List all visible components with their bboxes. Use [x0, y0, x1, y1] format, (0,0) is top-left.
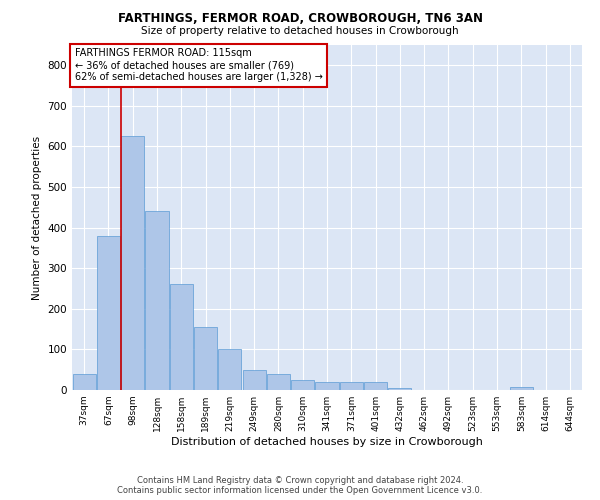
Bar	[267, 374, 290, 390]
Y-axis label: Number of detached properties: Number of detached properties	[32, 136, 42, 300]
Bar	[97, 236, 120, 390]
Bar	[340, 382, 363, 390]
Bar	[218, 350, 241, 390]
Bar	[194, 327, 217, 390]
X-axis label: Distribution of detached houses by size in Crowborough: Distribution of detached houses by size …	[171, 437, 483, 447]
Text: Contains HM Land Registry data © Crown copyright and database right 2024.
Contai: Contains HM Land Registry data © Crown c…	[118, 476, 482, 495]
Bar	[510, 387, 533, 390]
Bar	[316, 382, 338, 390]
Bar	[242, 370, 266, 390]
Text: FARTHINGS FERMOR ROAD: 115sqm
← 36% of detached houses are smaller (769)
62% of : FARTHINGS FERMOR ROAD: 115sqm ← 36% of d…	[74, 48, 322, 82]
Bar	[170, 284, 193, 390]
Text: Size of property relative to detached houses in Crowborough: Size of property relative to detached ho…	[141, 26, 459, 36]
Text: FARTHINGS, FERMOR ROAD, CROWBOROUGH, TN6 3AN: FARTHINGS, FERMOR ROAD, CROWBOROUGH, TN6…	[118, 12, 482, 26]
Bar	[145, 212, 169, 390]
Bar	[121, 136, 144, 390]
Bar	[291, 380, 314, 390]
Bar	[73, 374, 95, 390]
Bar	[388, 388, 412, 390]
Bar	[364, 382, 387, 390]
